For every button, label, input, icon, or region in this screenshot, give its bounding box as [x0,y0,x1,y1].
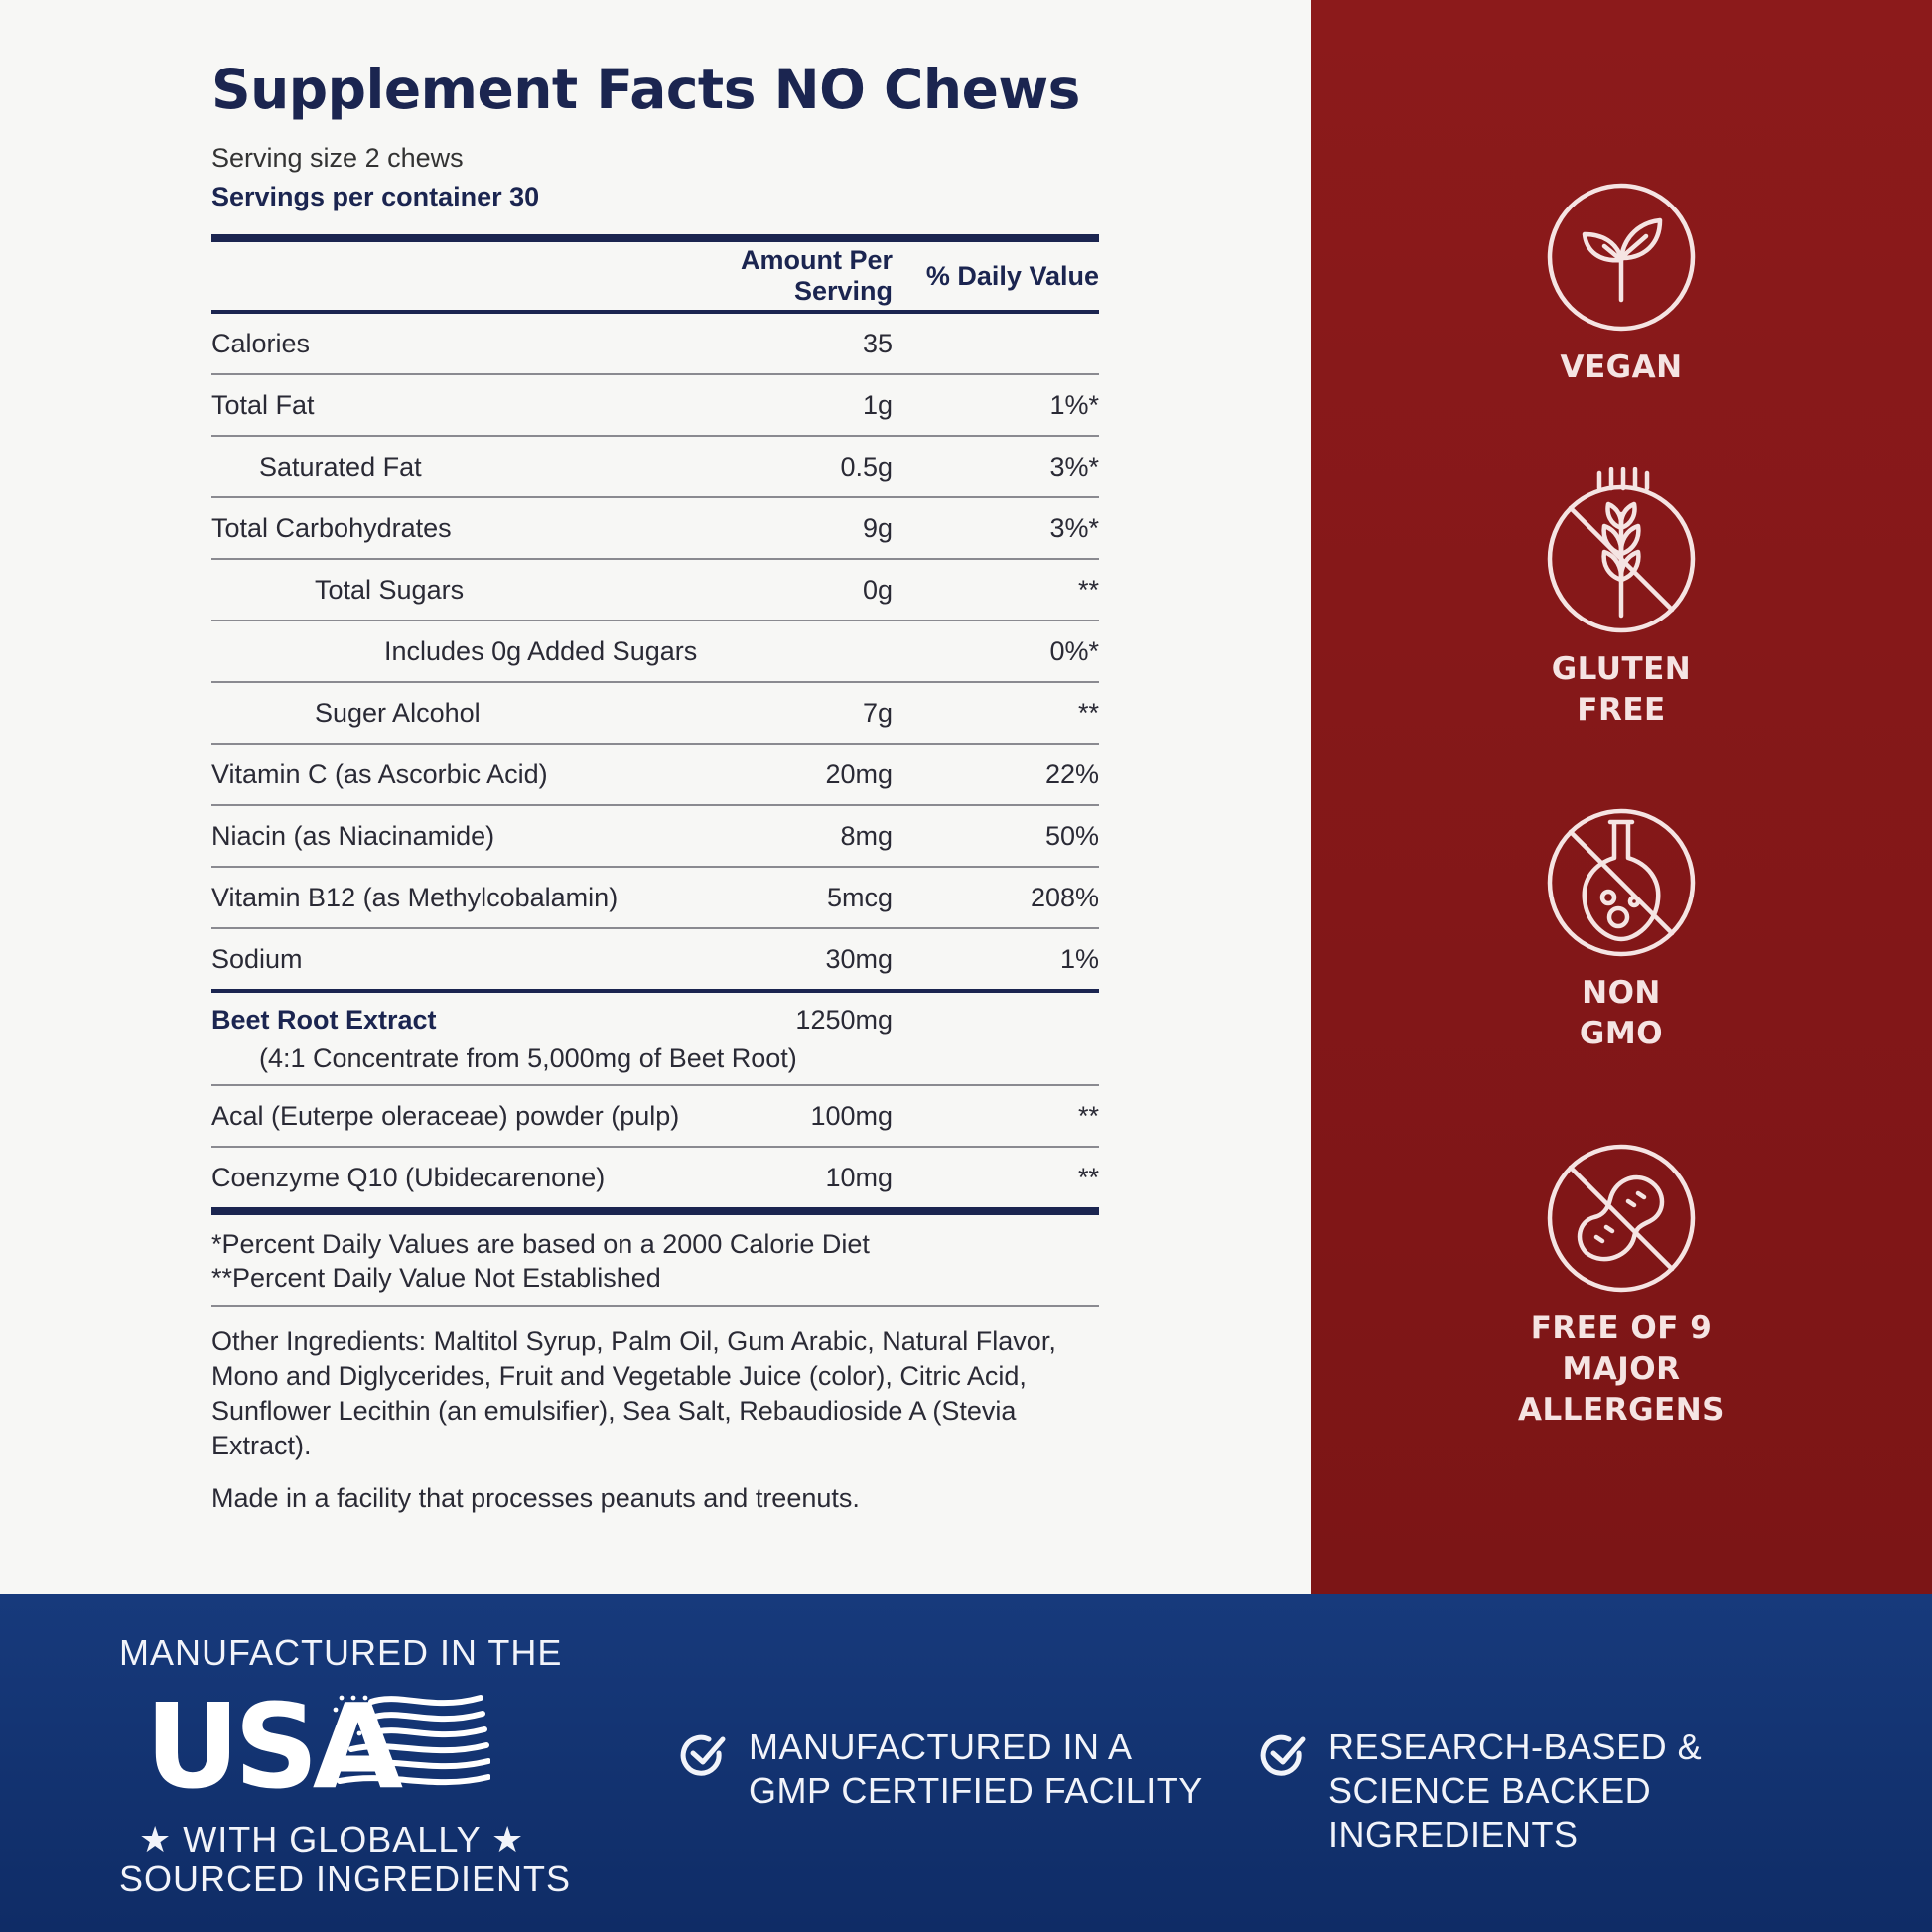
usa-heading: MANUFACTURED IN THE [119,1632,563,1673]
serving-size: Serving size 2 chews [211,143,464,173]
thick-divider [211,1207,1099,1215]
nutrient-dv: 3%* [1049,512,1099,543]
thick-divider [211,234,1099,242]
nutrient-dv: 0%* [1049,635,1099,666]
footnotes: *Percent Daily Values are based on a 200… [211,1215,1099,1307]
nutrient-dv: 3%* [1049,451,1099,482]
table-row: Suger Alcohol 7g ** [211,683,1099,745]
leaf-sprout-icon [1547,183,1696,332]
nutrient-name: Total Fat [211,389,315,420]
star-icon: ★ [481,1819,525,1860]
usa-subline-2: SOURCED INGREDIENTS [119,1859,572,1899]
table-row: Saturated Fat 0.5g 3%* [211,437,1099,498]
nutrient-name: Total Carbohydrates [211,512,452,543]
nutrient-name: Includes 0g Added Sugars [384,635,698,666]
nutrient-amount: 5mcg [826,882,893,912]
header-divider [211,310,1099,314]
footer-banner: MANUFACTURED IN THE USA ★ WITH GLOBALLY … [0,1594,1932,1932]
facility-note: Made in a facility that processes peanut… [211,1483,860,1513]
nutrient-dv: ** [1077,574,1099,605]
table-row: Vitamin B12 (as Methylcobalamin) 5mcg 208% [211,868,1099,929]
star-icon: ★ [139,1819,184,1860]
amount-header: Amount Per Serving [740,245,893,306]
other-ingredients: Other Ingredients: Maltitol Syrup, Palm … [211,1326,1056,1460]
nutrient-name: Sodium [211,943,303,974]
us-flag-icon [333,1695,490,1786]
nutrient-dv: 50% [1044,820,1099,851]
gluten-free-badge: GLUTEN FREE [1311,467,1932,731]
gmp-claim-text: MANUFACTURED IN A GMP CERTIFIED FACILITY [749,1726,1203,1811]
nutrient-amount: 0.5g [840,451,893,482]
nutrient-name: Vitamin B12 (as Methylcobalamin) [211,882,619,912]
nutrient-dv: ** [1077,697,1099,728]
nutrient-name: Niacin (as Niacinamide) [211,820,495,851]
footnote-daily-values: *Percent Daily Values are based on a 200… [211,1229,870,1259]
vegan-badge: VEGAN [1311,181,1932,388]
check-circle-icon [1260,1734,1306,1776]
allergen-free-badge: FREE OF 9 MAJOR ALLERGENS [1311,1142,1932,1431]
servings-per-container: Servings per container 30 [211,182,540,211]
daily-value-header: % Daily Value [925,260,1099,291]
nutrient-amount: 1g [862,389,893,420]
non-gmo-badge: NON GMO [1311,806,1932,1054]
badges-panel: VEGAN GLUTEN FREE [1311,0,1932,1594]
nutrient-amount: 7g [862,697,893,728]
ingredient-dv: ** [1077,1162,1099,1192]
nutrient-amount: 8mg [840,820,893,851]
table-row: Acal (Euterpe oleraceae) powder (pulp) 10… [211,1086,1099,1148]
research-claim-text: RESEARCH-BASED & SCIENCE BACKED INGREDIE… [1328,1726,1703,1855]
usa-subline-text: WITH GLOBALLY [183,1819,482,1860]
wheat-crossed-icon [1547,467,1696,633]
table-row: Niacin (as Niacinamide) 8mg 50% [211,806,1099,868]
column-header: Amount Per Serving % Daily Value [211,242,1099,310]
nutrient-amount: 20mg [825,759,893,789]
usa-subline: ★ WITH GLOBALLY ★ [139,1819,524,1861]
nutrient-dv: 1%* [1049,389,1099,420]
ingredient-amount: 10mg [825,1162,893,1192]
section-divider [211,989,1099,993]
badge-label: VEGAN [1560,349,1683,385]
badge-label: GLUTEN FREE [1551,651,1692,728]
table-row: Total Carbohydrates 9g 3%* [211,498,1099,560]
facts-title: Supplement Facts NO Chews [211,58,1080,121]
table-row: Includes 0g Added Sugars 0%* [211,621,1099,683]
nutrient-rows: Calories 35 Total Fat 1g 1%* Saturated Fat 0… [211,314,1099,989]
ingredient-name: Coenzyme Q10 (Ubidecarenone) [211,1162,606,1192]
table-row: Vitamin C (as Ascorbic Acid) 20mg 22% [211,745,1099,806]
gmp-claim: MANUFACTURED IN A GMP CERTIFIED FACILITY [679,1725,1205,1813]
nutrient-amount: 35 [862,328,893,358]
footnote-not-established: **Percent Daily Value Not Established [211,1263,661,1293]
nutrient-amount: 0g [862,574,893,605]
beet-root-amount: 1250mg [795,1005,893,1035]
nutrient-name: Calories [211,328,311,358]
nutrient-name: Vitamin C (as Ascorbic Acid) [211,759,548,789]
nutrient-amount: 9g [862,512,893,543]
ingredient-name: Acal (Euterpe oleraceae) powder (pulp) [211,1100,680,1131]
nutrient-dv: 22% [1044,759,1099,789]
table-row: Calories 35 [211,314,1099,375]
nutrient-dv: 208% [1030,882,1099,912]
peanut-crossed-icon [1547,1144,1696,1293]
research-claim: RESEARCH-BASED & SCIENCE BACKED INGREDIE… [1259,1725,1845,1857]
badge-label: NON GMO [1579,975,1664,1051]
supplement-facts-panel: Supplement Facts NO Chews Serving size 2… [211,58,1099,1514]
beet-root-row: Beet Root Extract 1250mg (4:1 Concentrat… [211,993,1099,1086]
table-row: Total Fat 1g 1%* [211,375,1099,437]
table-row: Coenzyme Q10 (Ubidecarenone) 10mg ** [211,1148,1099,1207]
nutrient-amount: 30mg [825,943,893,974]
badge-label: FREE OF 9 MAJOR ALLERGENS [1518,1311,1725,1428]
flask-crossed-icon [1547,808,1696,957]
table-row: Sodium 30mg 1% [211,929,1099,989]
beet-root-subtext: (4:1 Concentrate from 5,000mg of Beet Ro… [259,1043,797,1073]
nutrient-name: Suger Alcohol [315,697,481,728]
nutrient-dv: 1% [1059,943,1099,974]
nutrient-name: Saturated Fat [259,451,422,482]
table-row: Total Sugars 0g ** [211,560,1099,621]
ingredient-amount: 100mg [810,1100,893,1131]
check-circle-icon [680,1734,726,1776]
nutrient-name: Total Sugars [315,574,465,605]
beet-root-name: Beet Root Extract [211,1005,437,1035]
ingredient-dv: ** [1077,1100,1099,1131]
